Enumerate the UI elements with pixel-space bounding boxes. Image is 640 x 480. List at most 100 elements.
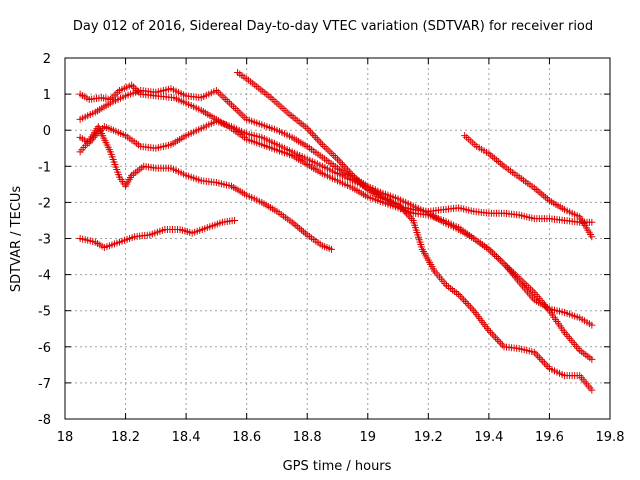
data-point [112,90,120,98]
data-point [312,133,320,141]
data-point [334,155,341,163]
tick-marks [64,57,611,420]
data-point [489,153,497,161]
x-tick-label: 18.4 [172,430,201,445]
data-point [347,170,355,178]
data-point [458,294,466,302]
y-tick-label: -1 [38,160,51,175]
data-point [397,204,405,212]
data-point [228,101,236,109]
data-point [540,359,548,367]
data-point [534,187,542,195]
data-point [492,334,500,342]
data-point [494,158,502,166]
data-point [490,332,498,340]
data-point [460,296,468,304]
data-point [327,245,335,253]
series-arc-1 [76,81,596,329]
data-point [301,229,309,237]
y-axis-label: SDTVAR / TECUs [9,186,24,293]
y-tick-label: -4 [38,269,51,284]
data-point [226,99,234,107]
data-point [485,327,493,335]
series-arc-2 [76,117,596,226]
y-tick-label: 0 [43,124,51,139]
data-point [538,190,546,198]
data-point [296,225,304,233]
data-point [229,103,237,111]
x-tick-label: 18.2 [111,430,140,445]
data-point [298,226,306,234]
y-tick-label: -8 [38,413,51,428]
data-point [328,150,336,158]
data-point [588,321,596,329]
data-point [542,193,550,201]
data-point [231,216,239,224]
data-point [488,330,496,338]
data-point [492,156,500,164]
data-point [401,207,409,215]
data-point [394,200,402,208]
data-point [402,209,410,217]
y-tick-labels: 2 1 0 -1 -2 -3 -4 -5 -6 -7 -8 [38,52,51,428]
data-point [129,83,137,91]
data-point [491,154,499,162]
series-arc-7 [461,132,596,241]
data-point [532,350,540,358]
data-point [542,361,550,369]
data-point [466,303,474,311]
data-point [303,124,311,132]
data-point [496,256,504,264]
data-point [492,253,500,261]
data-point [231,105,239,113]
data-point [322,144,330,152]
data-point [330,151,338,159]
data-marks [76,68,596,394]
data-point [498,258,506,266]
data-point [535,354,543,362]
x-axis-label: GPS time / hours [283,459,392,474]
series-arc-6 [234,68,596,394]
data-point [498,341,506,349]
data-point [463,299,471,307]
x-tick-label: 19.6 [535,430,564,445]
y-tick-label: -2 [38,196,51,211]
data-point [461,298,469,306]
data-point [313,135,321,143]
data-point [396,202,404,210]
data-point [110,92,118,100]
y-tick-label: 1 [43,88,51,103]
x-tick-label: 19.2 [414,430,443,445]
data-point [290,220,298,228]
data-point [307,128,315,136]
data-point [493,336,501,344]
data-point [532,186,540,194]
data-point [489,249,497,257]
y-tick-label: -7 [38,377,51,392]
data-point [528,287,536,295]
data-point [496,159,504,167]
data-point [128,81,136,89]
data-point [399,206,407,214]
x-tick-label: 18.6 [232,430,261,445]
data-point [224,97,232,105]
data-point [320,142,328,150]
data-point [237,110,245,118]
data-point [498,161,506,169]
data-point [326,148,334,156]
data-point [292,221,300,229]
data-point [222,96,230,104]
data-point [497,339,505,347]
x-tick-labels: 18 18.2 18.4 18.6 18.8 19 19.2 19.4 19.6 19.8 [57,430,625,445]
x-tick-label: 19.8 [596,430,625,445]
data-point [404,211,412,219]
data-point [235,108,243,116]
data-point [239,112,247,120]
y-tick-label: -6 [38,341,51,356]
data-point [588,355,596,363]
data-point [305,126,313,134]
x-tick-label: 18.8 [293,430,322,445]
data-point [337,159,345,167]
series-arc-4 [76,123,335,253]
